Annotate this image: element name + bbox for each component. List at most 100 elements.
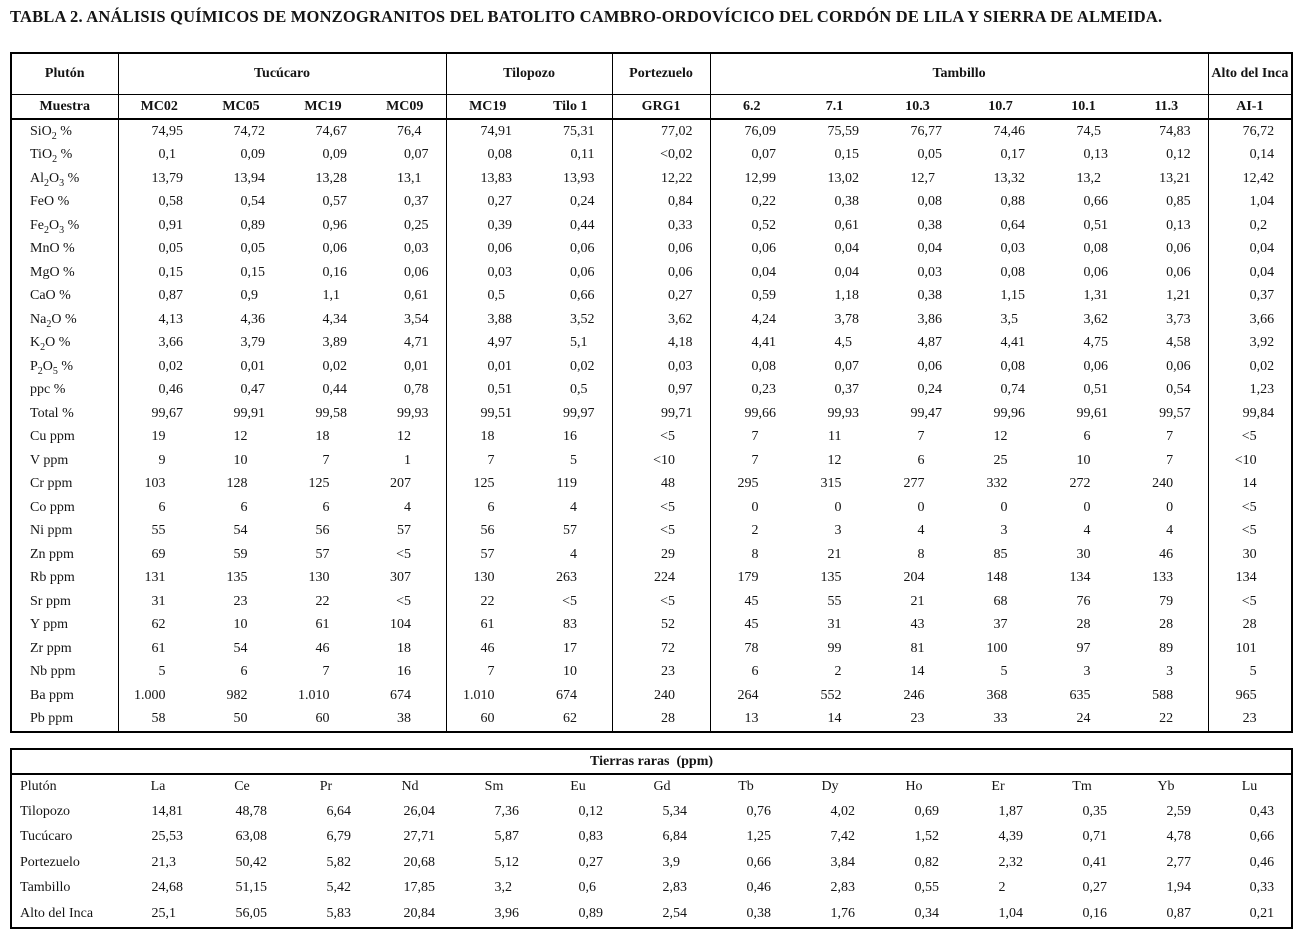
- decimal-align-pad: ,00: [495, 711, 513, 726]
- pluton-group-row: Plutón Tucúcaro Tilopozo Portezuelo Tambillo…: [11, 53, 1293, 95]
- decimal-align-pad: ,00: [495, 429, 513, 444]
- value-cell: 0,38: [746, 905, 772, 921]
- value-cell: 2,00: [709, 519, 794, 543]
- value-cell: 0,51: [445, 378, 530, 402]
- value-cell: 8,00: [709, 543, 794, 567]
- decimal-align-pad: ,00: [330, 711, 348, 726]
- value-cell: 5,12: [494, 854, 520, 870]
- value-cell: 125,00: [445, 472, 530, 496]
- decimal-align-pad: ,00: [675, 476, 693, 491]
- row-label: Ni ppm: [30, 523, 73, 539]
- decimal-align-pad: ,00: [759, 688, 777, 703]
- value-cell: 0,13: [1083, 147, 1109, 163]
- value-cell: 0,06: [445, 237, 530, 261]
- decimal-align-pad: ,00: [1173, 523, 1191, 538]
- decimal-align-pad: ,00: [1091, 641, 1109, 656]
- decimal-align-pad: ,00: [577, 500, 595, 515]
- value-cell: <5,00: [1207, 496, 1293, 520]
- decimal-align-pad: ,00: [1257, 453, 1275, 468]
- value-cell: 76,72: [1207, 119, 1293, 144]
- table-row: Co ppm6,006,006,004,006,004,00<5,000,000…: [11, 496, 1293, 520]
- value-cell: 4,34: [322, 311, 348, 327]
- value-cell: 5,83: [326, 905, 352, 921]
- value-cell: 23,00: [876, 708, 959, 733]
- value-cell: 55,00: [117, 519, 200, 543]
- value-cell: 3,90: [620, 850, 704, 876]
- value-cell: 68,00: [959, 590, 1042, 614]
- value-cell: 588,00: [1125, 684, 1208, 708]
- value-cell: 78,00: [709, 637, 794, 661]
- decimal-align-pad: ,00: [495, 594, 513, 609]
- value-cell: 28,00: [1125, 614, 1208, 638]
- decimal-align-pad: 0: [1018, 312, 1025, 327]
- value-cell: 0,89: [578, 905, 604, 921]
- value-cell: 0,35: [1082, 803, 1108, 819]
- decimal-align-pad: ,00: [675, 641, 693, 656]
- value-cell: 0,85: [1166, 194, 1191, 210]
- decimal-align-pad: ,00: [1173, 453, 1191, 468]
- value-cell: 10,00: [529, 661, 612, 685]
- decimal-align-pad: ,00: [925, 453, 943, 468]
- value-cell: 0,61: [834, 217, 860, 233]
- decimal-align-pad: ,00: [1173, 476, 1191, 491]
- value-cell: 69,00: [117, 543, 200, 567]
- value-cell: 3,66: [1207, 308, 1293, 332]
- value-cell: 674,00: [364, 684, 446, 708]
- value-cell: 99,91: [233, 405, 266, 421]
- element-header-row: Plutón La Ce Pr Nd Sm Eu Gd Tb Dy Ho Er Tm Yb Lu: [11, 774, 1292, 799]
- value-cell: 295,00: [709, 472, 794, 496]
- table-row: SiO2 % 74,95 74,72 74,67 76,4074,91 75,31 77,0…: [11, 119, 1293, 144]
- value-cell: 27,71: [403, 829, 436, 845]
- group-header: Tilopozo: [445, 53, 613, 95]
- decimal-align-pad: ,00: [166, 688, 184, 703]
- value-cell: 61,00: [445, 613, 530, 637]
- value-cell: 72,00: [611, 637, 711, 661]
- value-cell: 0,24: [917, 382, 943, 398]
- decimal-align-pad: ,00: [675, 523, 693, 538]
- value-cell: 99,61: [1076, 405, 1109, 421]
- row-label: Zr ppm: [30, 640, 72, 656]
- decimal-align-pad: ,00: [925, 711, 943, 726]
- decimal-align-pad: ,00: [1008, 617, 1026, 632]
- decimal-align-pad: ,00: [330, 570, 348, 585]
- sample-header: MC02: [117, 94, 200, 120]
- decimal-align-pad: ,00: [248, 594, 266, 609]
- value-cell: 46,00: [445, 637, 530, 661]
- sample-header: 10.7: [959, 94, 1043, 120]
- decimal-align-pad: ,00: [1257, 594, 1275, 609]
- decimal-align-pad: ,00: [1091, 570, 1109, 585]
- element-header: Pr: [319, 779, 333, 794]
- decimal-align-pad: ,00: [330, 641, 348, 656]
- decimal-align-pad: ,00: [1257, 523, 1275, 538]
- decimal-align-pad: ,00: [1091, 453, 1109, 468]
- value-cell: 99,58: [315, 405, 348, 421]
- value-cell: 9,00: [117, 449, 200, 473]
- decimal-align-pad: ,00: [577, 711, 595, 726]
- value-cell: 0,59: [709, 284, 794, 308]
- value-cell: <5,00: [611, 519, 711, 543]
- value-cell: 45,00: [709, 613, 794, 637]
- table-row: Ni ppm55,0054,0056,0057,0056,0057,00<5,0…: [11, 519, 1293, 543]
- value-cell: 2,54: [662, 905, 688, 921]
- value-cell: 10,00: [200, 614, 282, 638]
- value-cell: 0,16: [322, 264, 348, 280]
- main-analysis-table: Plutón Tucúcaro Tilopozo Portezuelo Tambillo…: [10, 52, 1294, 733]
- value-cell: 0,04: [1207, 237, 1293, 261]
- value-cell: 6,00: [200, 661, 282, 685]
- table-row: Ba ppm1.000,00982,001.010,00674,001.010,…: [11, 684, 1293, 708]
- value-cell: 1,00: [364, 449, 446, 473]
- decimal-align-pad: ,00: [842, 547, 860, 562]
- row-label: Ba ppm: [30, 687, 74, 703]
- value-cell: 23,00: [200, 590, 282, 614]
- value-cell: 79,00: [1125, 590, 1208, 614]
- value-cell: 965,00: [1207, 684, 1293, 708]
- value-cell: 2,77: [1166, 854, 1192, 870]
- decimal-align-pad: ,00: [495, 641, 513, 656]
- value-cell: 26,04: [403, 803, 436, 819]
- decimal-align-pad: ,00: [1091, 547, 1109, 562]
- row-label: TiO2 %: [30, 147, 73, 166]
- table-row: Tambillo 24,68 51,15 5,42 17,85 3,200,60 2,83 0…: [11, 876, 1292, 902]
- decimal-align-pad: ,00: [577, 594, 595, 609]
- value-cell: 0,37: [404, 194, 429, 210]
- value-cell: 23,00: [1207, 707, 1293, 732]
